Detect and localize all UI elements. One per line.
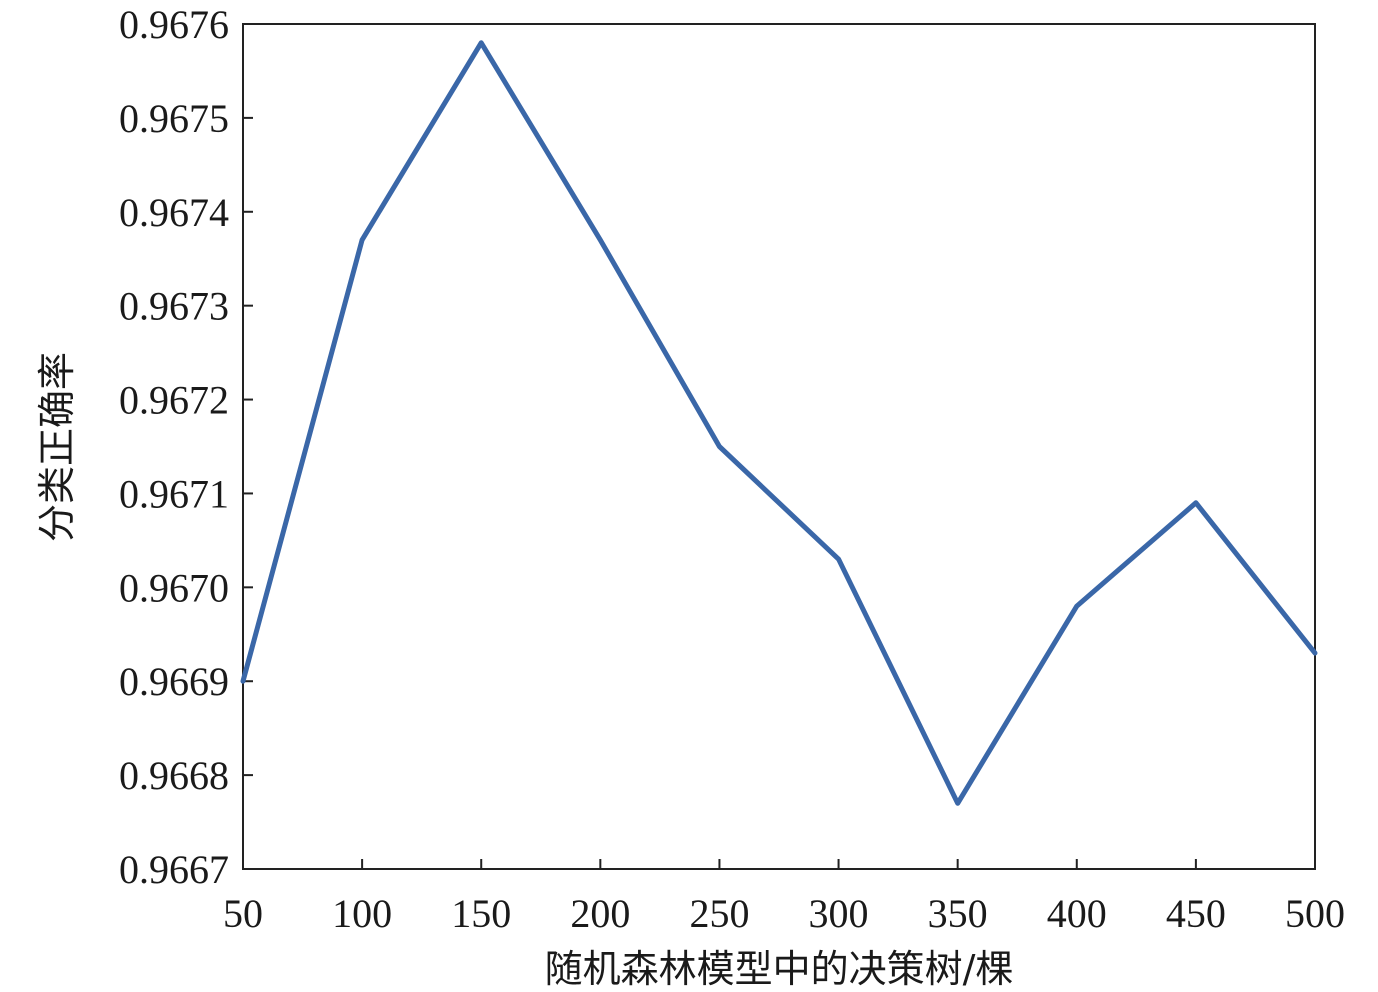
y-axis-title: 分类正确率 xyxy=(35,352,79,542)
plot-area-frame xyxy=(242,23,1316,870)
series-layer xyxy=(240,40,1318,806)
y-tick-label: 0.9668 xyxy=(119,753,229,798)
y-tick-label: 0.9674 xyxy=(119,190,229,235)
x-tick-label: 400 xyxy=(1047,891,1107,936)
y-tick-label: 0.9675 xyxy=(119,96,229,141)
x-tick-label: 250 xyxy=(689,891,749,936)
y-tick-label: 0.9672 xyxy=(119,378,229,423)
x-tick-label: 450 xyxy=(1166,891,1226,936)
y-tick-label: 0.9671 xyxy=(119,471,229,516)
y-tick-label: 0.9673 xyxy=(119,284,229,329)
x-tick-label: 150 xyxy=(451,891,511,936)
x-tick-label: 300 xyxy=(809,891,869,936)
x-tick-label: 200 xyxy=(570,891,630,936)
x-tick-label: 100 xyxy=(332,891,392,936)
x-tick-label: 350 xyxy=(928,891,988,936)
y-tick-label: 0.9670 xyxy=(119,565,229,610)
x-tick-label: 500 xyxy=(1285,891,1345,936)
series-line xyxy=(240,40,1318,806)
y-tick-label: 0.9669 xyxy=(119,659,229,704)
y-tick-label: 0.9667 xyxy=(119,847,229,892)
y-tick-label: 0.9676 xyxy=(119,2,229,47)
y-axis: 0.9667 0.9668 0.9669 0.9670 0.9671 0.9672 0.96… xyxy=(119,2,253,892)
x-axis-title: 随机森林模型中的决策树/棵 xyxy=(545,947,1014,991)
x-axis: 50 100 150 200 250 300 350 400 450 500 xyxy=(223,859,1345,936)
x-tick-label: 50 xyxy=(223,891,263,936)
